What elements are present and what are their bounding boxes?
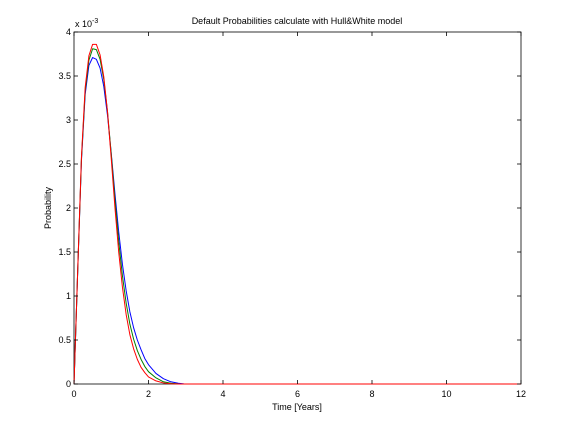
x-tick-label: 10 — [441, 389, 451, 399]
y-tick-label: 3.5 — [58, 71, 71, 81]
x-tick-label: 6 — [295, 389, 300, 399]
x-tick-label: 8 — [369, 389, 374, 399]
x-tick-label: 12 — [516, 389, 526, 399]
chart-title: Default Probabilities calculate with Hul… — [192, 16, 403, 26]
y-tick-label: 2.5 — [58, 159, 71, 169]
y-tick-label: 2 — [66, 203, 71, 213]
y-scale-multiplier: x 10-3 — [75, 18, 98, 29]
x-axis-label: Time [Years] — [272, 402, 322, 412]
y-ticks: 0 0.5 1 1.5 2 2.5 3 3.5 4 — [58, 27, 521, 389]
series-layer — [73, 43, 521, 385]
y-tick-label: 0 — [66, 379, 71, 389]
x-tick-label: 0 — [71, 389, 76, 399]
y-tick-label: 1.5 — [58, 247, 71, 257]
y-tick-label: 3 — [66, 115, 71, 125]
plot-area: 0 2 4 6 8 10 12 0 0.5 1 1.5 2 2.5 3 3.5 4 — [58, 27, 526, 399]
y-axis-label: Probability — [43, 186, 53, 229]
x-ticks: 0 2 4 6 8 10 12 — [71, 32, 526, 399]
x-tick-label: 4 — [220, 389, 225, 399]
y-tick-label: 4 — [66, 27, 71, 37]
series-line-3 — [73, 43, 521, 385]
x-tick-label: 2 — [146, 389, 151, 399]
axes-box — [73, 31, 522, 385]
y-tick-label: 0.5 — [58, 335, 71, 345]
y-scale-exponent: -3 — [92, 18, 98, 25]
y-scale-base: x 10 — [75, 19, 92, 29]
y-tick-label: 1 — [66, 291, 71, 301]
